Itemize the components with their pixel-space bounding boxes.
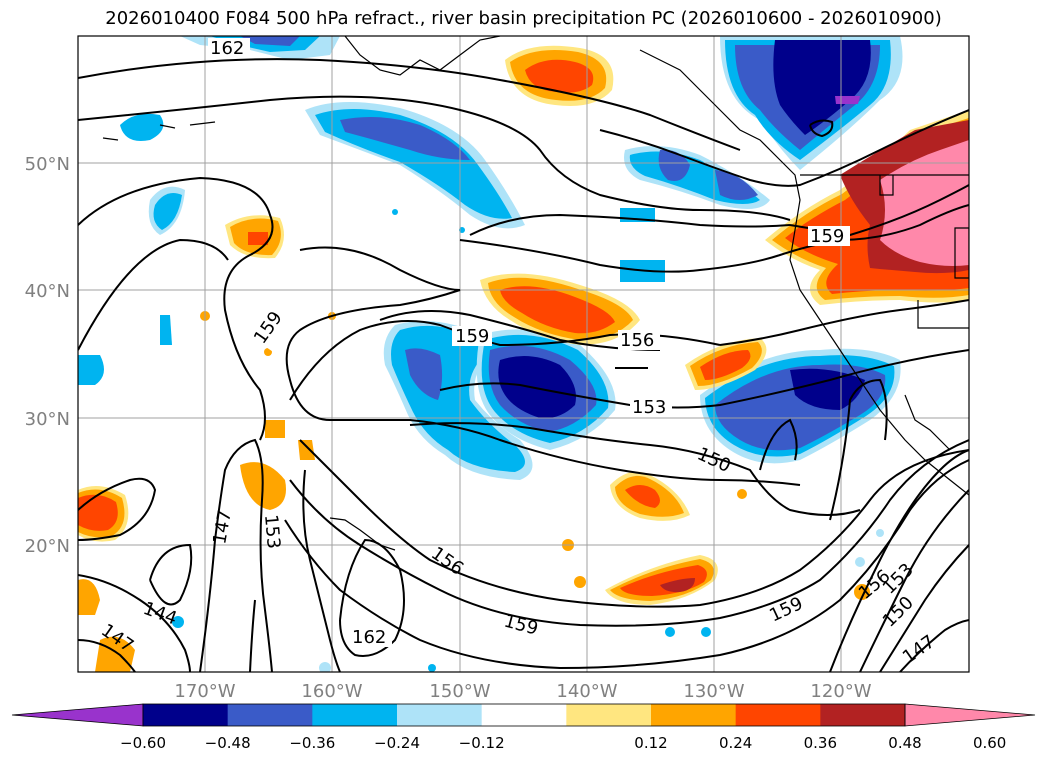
colorbar-segment [481, 704, 567, 726]
colorbar-tick-label: 0.24 [719, 734, 752, 752]
contour-label: 153 [260, 514, 284, 550]
lon-label: 150°W [429, 681, 490, 702]
colorbar-extend-high [904, 703, 1036, 727]
contour-label: 162 [210, 38, 244, 59]
map-content: 162 159 159 156 153 150 147 153 156 159 … [78, 36, 969, 672]
colorbar-tick-label: 0.36 [804, 734, 837, 752]
colorbar-segment [566, 704, 652, 726]
lon-label: 140°W [556, 681, 617, 702]
colorbar-segment [227, 704, 313, 726]
colorbar-tick-label: −0.36 [289, 734, 335, 752]
colorbar-segment [651, 704, 737, 726]
colorbar-tick-label: 0.60 [973, 734, 1006, 752]
colorbar-segment [397, 704, 483, 726]
colorbar-segment [312, 704, 398, 726]
lon-label: 170°W [174, 681, 235, 702]
colorbar-extend-low [11, 703, 144, 727]
contour-label: 159 [455, 326, 489, 347]
colorbar-tick-label: 0.48 [888, 734, 921, 752]
precip-shading [78, 36, 969, 672]
colorbar-segment [820, 704, 906, 726]
contour-label: 159 [810, 226, 844, 247]
colorbar-tick-label: −0.60 [120, 734, 166, 752]
lon-label: 130°W [683, 681, 744, 702]
colorbar-tick-label: 0.12 [634, 734, 667, 752]
colorbar-tick-label: −0.12 [459, 734, 505, 752]
lon-label: 160°W [301, 681, 362, 702]
graticule [78, 36, 969, 672]
longitude-labels: 170°W 160°W 150°W 140°W 130°W 120°W [174, 681, 871, 702]
contour-label: 162 [352, 627, 386, 648]
colorbar-segment [143, 704, 229, 726]
lat-label: 30°N [25, 409, 70, 430]
coastlines [102, 36, 969, 551]
colorbar-tick-label: −0.48 [205, 734, 251, 752]
colorbar: −0.60 −0.48 −0.36 −0.24 −0.12 0.12 0.24 0.36 0.4… [11, 703, 1036, 752]
map-frame [77, 35, 970, 673]
lat-label: 50°N [25, 154, 70, 175]
lon-label: 120°W [810, 681, 871, 702]
map-title: 2026010400 F084 500 hPa refract., river … [105, 8, 942, 29]
contour-label: 156 [620, 330, 654, 351]
lat-label: 40°N [25, 281, 70, 302]
contours [78, 58, 969, 672]
latitude-labels: 50°N 40°N 30°N 20°N [25, 154, 70, 557]
colorbar-segment [735, 704, 821, 726]
colorbar-tick-label: −0.24 [374, 734, 420, 752]
colorbar-frame [142, 703, 906, 727]
contour-label: 153 [632, 397, 666, 418]
lat-label: 20°N [25, 536, 70, 557]
